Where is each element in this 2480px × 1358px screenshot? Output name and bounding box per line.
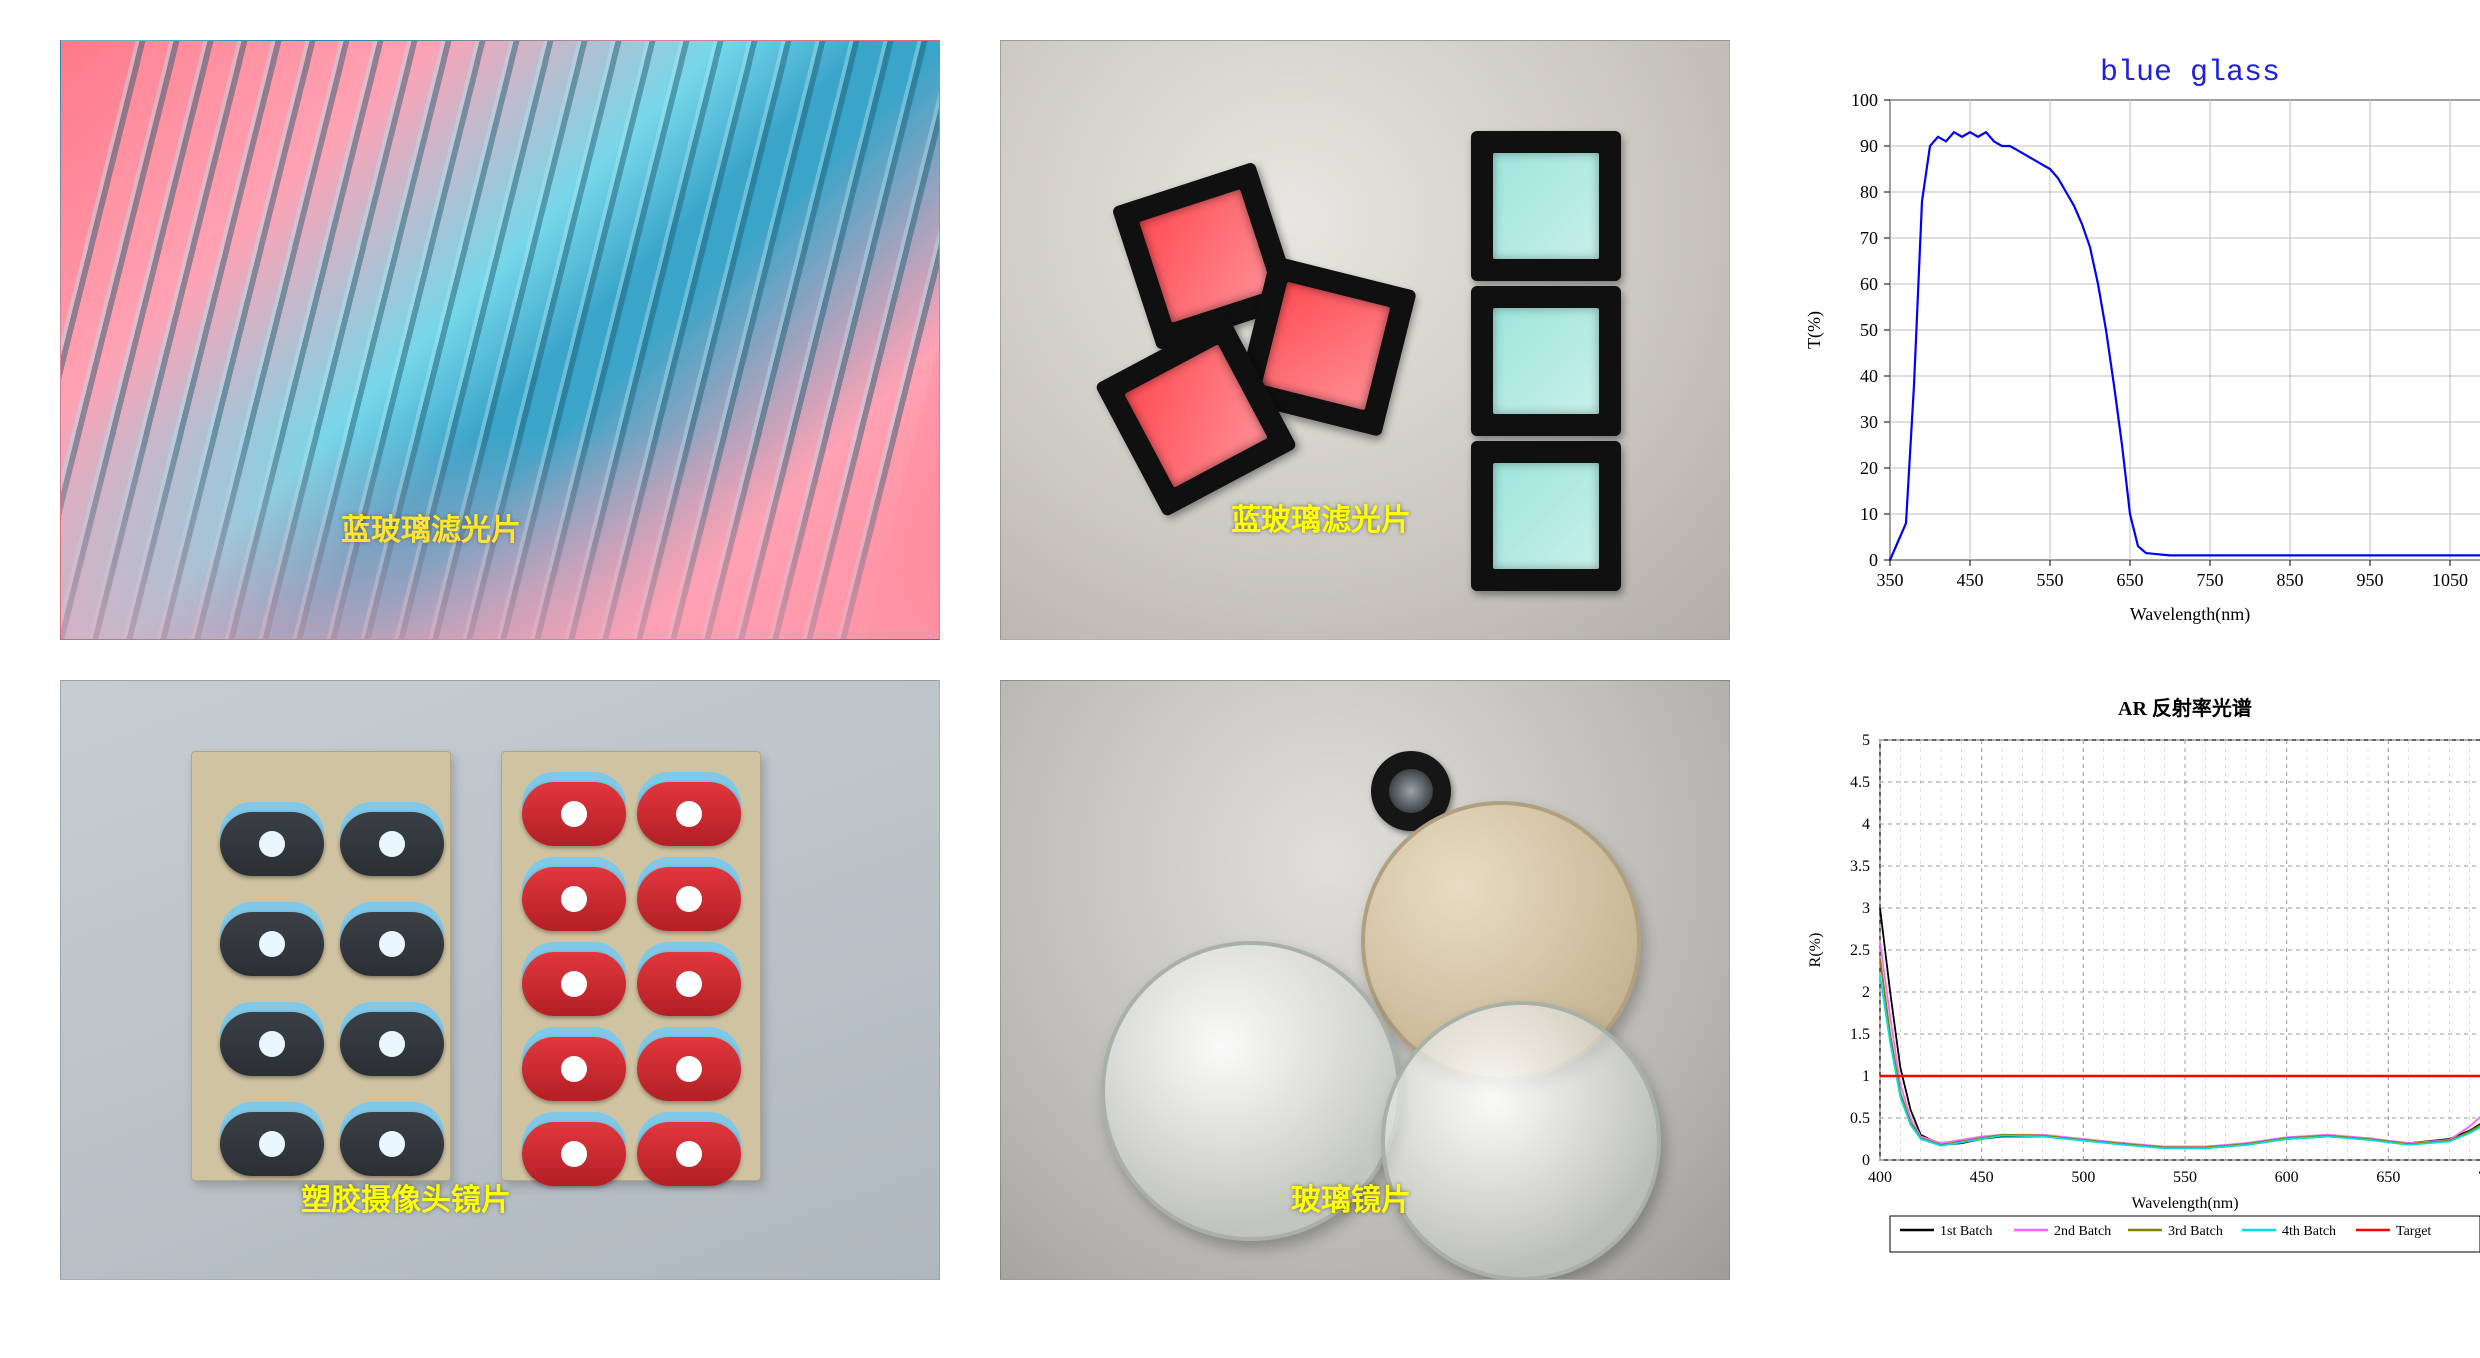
lens-disc-clear-2 bbox=[1381, 1001, 1661, 1280]
svg-text:1.5: 1.5 bbox=[1850, 1026, 1870, 1043]
svg-text:3rd Batch: 3rd Batch bbox=[2168, 1224, 2223, 1239]
svg-text:0: 0 bbox=[1869, 550, 1878, 570]
svg-text:650: 650 bbox=[2117, 570, 2144, 590]
adhesive-sheet-red bbox=[501, 751, 761, 1181]
camera-lens-pad bbox=[522, 867, 626, 931]
camera-lens-pad bbox=[220, 812, 324, 876]
svg-text:30: 30 bbox=[1860, 412, 1878, 432]
svg-text:550: 550 bbox=[2037, 570, 2064, 590]
caption-blue-glass-1: 蓝玻璃滤光片 bbox=[341, 505, 521, 549]
svg-text:950: 950 bbox=[2357, 570, 2384, 590]
svg-text:350: 350 bbox=[1877, 570, 1904, 590]
svg-text:10: 10 bbox=[1860, 504, 1878, 524]
svg-text:2.5: 2.5 bbox=[1850, 942, 1870, 959]
svg-text:500: 500 bbox=[2071, 1169, 2095, 1186]
svg-text:100: 100 bbox=[1851, 90, 1878, 110]
svg-text:0: 0 bbox=[1862, 1152, 1870, 1169]
svg-text:4th Batch: 4th Batch bbox=[2282, 1224, 2336, 1239]
svg-text:2: 2 bbox=[1862, 984, 1870, 1001]
svg-text:1050: 1050 bbox=[2432, 570, 2468, 590]
svg-text:2nd Batch: 2nd Batch bbox=[2054, 1224, 2111, 1239]
svg-text:1: 1 bbox=[1862, 1068, 1870, 1085]
camera-lens-pad bbox=[522, 1037, 626, 1101]
camera-lens-pad bbox=[637, 1037, 741, 1101]
svg-text:850: 850 bbox=[2277, 570, 2304, 590]
camera-lens-pad bbox=[522, 952, 626, 1016]
svg-text:50: 50 bbox=[1860, 320, 1878, 340]
filter-holder bbox=[1471, 131, 1621, 281]
chart-blue-glass-transmittance: 350 450 550 650 750 850 950 1050 0 10 20 30 40 50 60 70… bbox=[1790, 40, 2480, 640]
svg-text:60: 60 bbox=[1860, 274, 1878, 294]
svg-text:20: 20 bbox=[1860, 458, 1878, 478]
svg-text:0.5: 0.5 bbox=[1850, 1110, 1870, 1127]
svg-text:650: 650 bbox=[2376, 1169, 2400, 1186]
svg-text:Wavelength(nm): Wavelength(nm) bbox=[2130, 604, 2251, 625]
camera-lens-pad bbox=[637, 782, 741, 846]
image-glass-lens-discs: 玻璃镜片 bbox=[1000, 680, 1730, 1280]
svg-text:AR 反射率光谱: AR 反射率光谱 bbox=[2118, 696, 2252, 720]
svg-text:3: 3 bbox=[1862, 900, 1870, 917]
svg-text:1st Batch: 1st Batch bbox=[1940, 1224, 1993, 1239]
caption-plastic-lens: 塑胶摄像头镜片 bbox=[301, 1175, 511, 1219]
image-blue-glass-holders: 蓝玻璃滤光片 bbox=[1000, 40, 1730, 640]
adhesive-sheet-dark bbox=[191, 751, 451, 1181]
camera-lens-pad bbox=[340, 1112, 444, 1176]
svg-text:70: 70 bbox=[1860, 228, 1878, 248]
svg-text:Wavelength(nm): Wavelength(nm) bbox=[2131, 1195, 2238, 1212]
camera-lens-pad bbox=[340, 1012, 444, 1076]
svg-text:4: 4 bbox=[1862, 816, 1870, 833]
svg-text:blue glass: blue glass bbox=[2100, 56, 2280, 90]
camera-lens-pad bbox=[522, 1122, 626, 1186]
svg-text:4.5: 4.5 bbox=[1850, 774, 1870, 791]
camera-lens-pad bbox=[637, 952, 741, 1016]
camera-lens-pad bbox=[522, 782, 626, 846]
svg-text:750: 750 bbox=[2197, 570, 2224, 590]
svg-text:450: 450 bbox=[1957, 570, 1984, 590]
filter-holder bbox=[1471, 286, 1621, 436]
caption-glass-lens: 玻璃镜片 bbox=[1291, 1175, 1411, 1219]
image-blue-glass-stack: 蓝玻璃滤光片 bbox=[60, 40, 940, 640]
camera-lens-pad bbox=[340, 812, 444, 876]
svg-text:80: 80 bbox=[1860, 182, 1878, 202]
svg-text:550: 550 bbox=[2173, 1169, 2197, 1186]
svg-text:450: 450 bbox=[1970, 1169, 1994, 1186]
camera-lens-pad bbox=[220, 912, 324, 976]
svg-text:Target: Target bbox=[2396, 1224, 2431, 1239]
filter-holder bbox=[1471, 441, 1621, 591]
camera-lens-pad bbox=[220, 1112, 324, 1176]
svg-text:400: 400 bbox=[1868, 1169, 1892, 1186]
chart-ar-reflectance: 40045050055060065070000.511.522.533.544.… bbox=[1790, 680, 2480, 1280]
image-plastic-camera-lens: 塑胶摄像头镜片 bbox=[60, 680, 940, 1280]
svg-text:5: 5 bbox=[1862, 732, 1870, 749]
camera-lens-pad bbox=[340, 912, 444, 976]
camera-lens-pad bbox=[637, 867, 741, 931]
svg-text:3.5: 3.5 bbox=[1850, 858, 1870, 875]
caption-blue-glass-2: 蓝玻璃滤光片 bbox=[1231, 495, 1411, 539]
svg-text:40: 40 bbox=[1860, 366, 1878, 386]
svg-text:90: 90 bbox=[1860, 136, 1878, 156]
camera-lens-pad bbox=[220, 1012, 324, 1076]
camera-lens-pad bbox=[637, 1122, 741, 1186]
svg-text:R(%): R(%) bbox=[1807, 933, 1824, 968]
svg-text:600: 600 bbox=[2275, 1169, 2299, 1186]
svg-text:T(%): T(%) bbox=[1804, 311, 1825, 349]
